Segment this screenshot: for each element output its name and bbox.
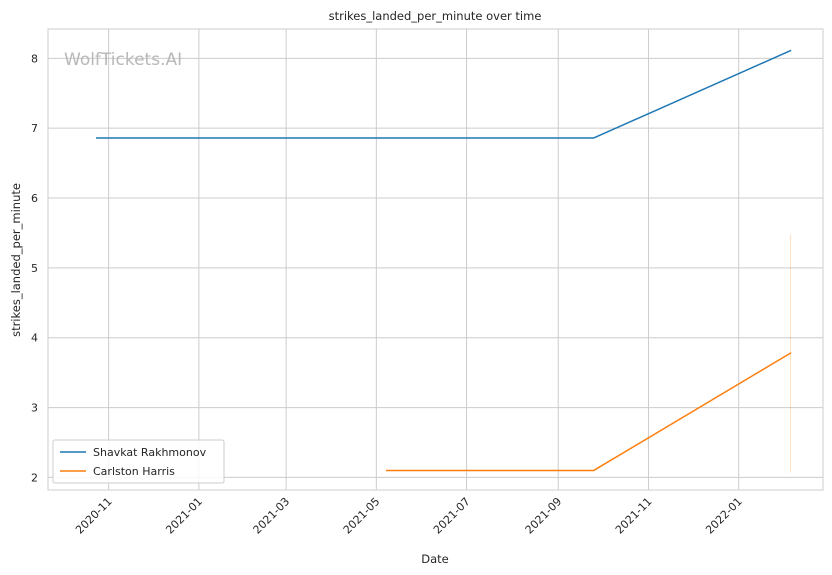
series-group (96, 49, 792, 473)
y-tick-label: 8 (31, 52, 38, 65)
y-tick-label: 4 (31, 332, 38, 345)
y-tick-label: 3 (31, 402, 38, 415)
legend-label-shavkat-rakhmonov: Shavkat Rakhmonov (93, 446, 207, 459)
watermark-text: WolfTickets.AI (64, 50, 182, 70)
legend-box (52, 439, 225, 484)
y-tick-label: 7 (31, 122, 38, 135)
legend: Shavkat Rakhmonov Carlston Harris (52, 439, 225, 484)
x-axis-title: Date (421, 552, 449, 566)
y-axis-ticks: 2 3 4 5 6 7 8 (31, 52, 38, 484)
y-tick-label: 5 (31, 262, 38, 275)
legend-label-carlston-harris: Carlston Harris (93, 465, 175, 478)
y-axis-title: strikes_landed_per_minute (9, 183, 23, 337)
series-line-shavkat-rakhmonov (96, 49, 792, 139)
chart-title: strikes_landed_per_minute over time (329, 9, 542, 23)
plot-area-frame (47, 28, 824, 491)
y-tick-label: 2 (31, 471, 38, 484)
grid-lines (48, 29, 823, 490)
series-line-carlston-harris (385, 352, 792, 472)
y-tick-label: 6 (31, 192, 38, 205)
